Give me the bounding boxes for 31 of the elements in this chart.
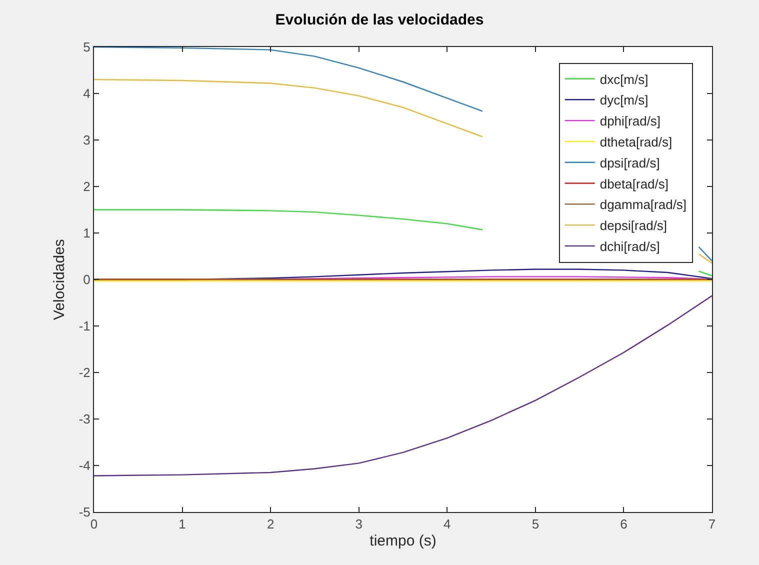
legend-label: dbeta[rad/s] bbox=[600, 176, 668, 192]
y-tick-label: 0 bbox=[83, 272, 90, 288]
legend-label: dyc[m/s] bbox=[600, 92, 648, 108]
y-tick-label: 4 bbox=[83, 86, 90, 102]
y-tick-label: -1 bbox=[78, 318, 90, 334]
y-tick-label: 5 bbox=[83, 40, 90, 55]
x-tick-label: 3 bbox=[355, 516, 362, 532]
y-tick-label: -2 bbox=[78, 365, 90, 380]
x-tick-label: 4 bbox=[444, 516, 451, 532]
legend-label: dxc[m/s] bbox=[600, 72, 648, 87]
x-tick-label: 7 bbox=[708, 516, 716, 532]
y-tick-label: -3 bbox=[78, 412, 90, 427]
legend-label: dpsi[rad/s] bbox=[600, 155, 660, 170]
x-tick-label: 1 bbox=[178, 516, 186, 532]
legend-label: dphi[rad/s] bbox=[600, 114, 661, 129]
x-tick-label: 5 bbox=[532, 516, 540, 532]
legend-label: dgamma[rad/s] bbox=[600, 197, 687, 212]
y-tick-label: -4 bbox=[78, 458, 90, 474]
legend-label: depsi[rad/s] bbox=[600, 218, 668, 234]
y-axis-title: Velocidades bbox=[51, 239, 68, 320]
x-tick-label: 6 bbox=[620, 516, 628, 532]
y-tick-label: 3 bbox=[83, 132, 90, 148]
legend-label: dchi[rad/s] bbox=[600, 239, 660, 254]
chart-title: Evolución de las velocidades bbox=[275, 12, 484, 29]
legend-label: dtheta[rad/s] bbox=[600, 134, 672, 150]
y-tick-label: 1 bbox=[83, 226, 90, 241]
x-tick-label: 2 bbox=[266, 516, 274, 532]
y-tick-label: 2 bbox=[83, 179, 90, 194]
line-series bbox=[94, 295, 712, 476]
x-axis-title: tiempo (s) bbox=[370, 532, 436, 550]
y-tick-label: -5 bbox=[78, 504, 90, 520]
